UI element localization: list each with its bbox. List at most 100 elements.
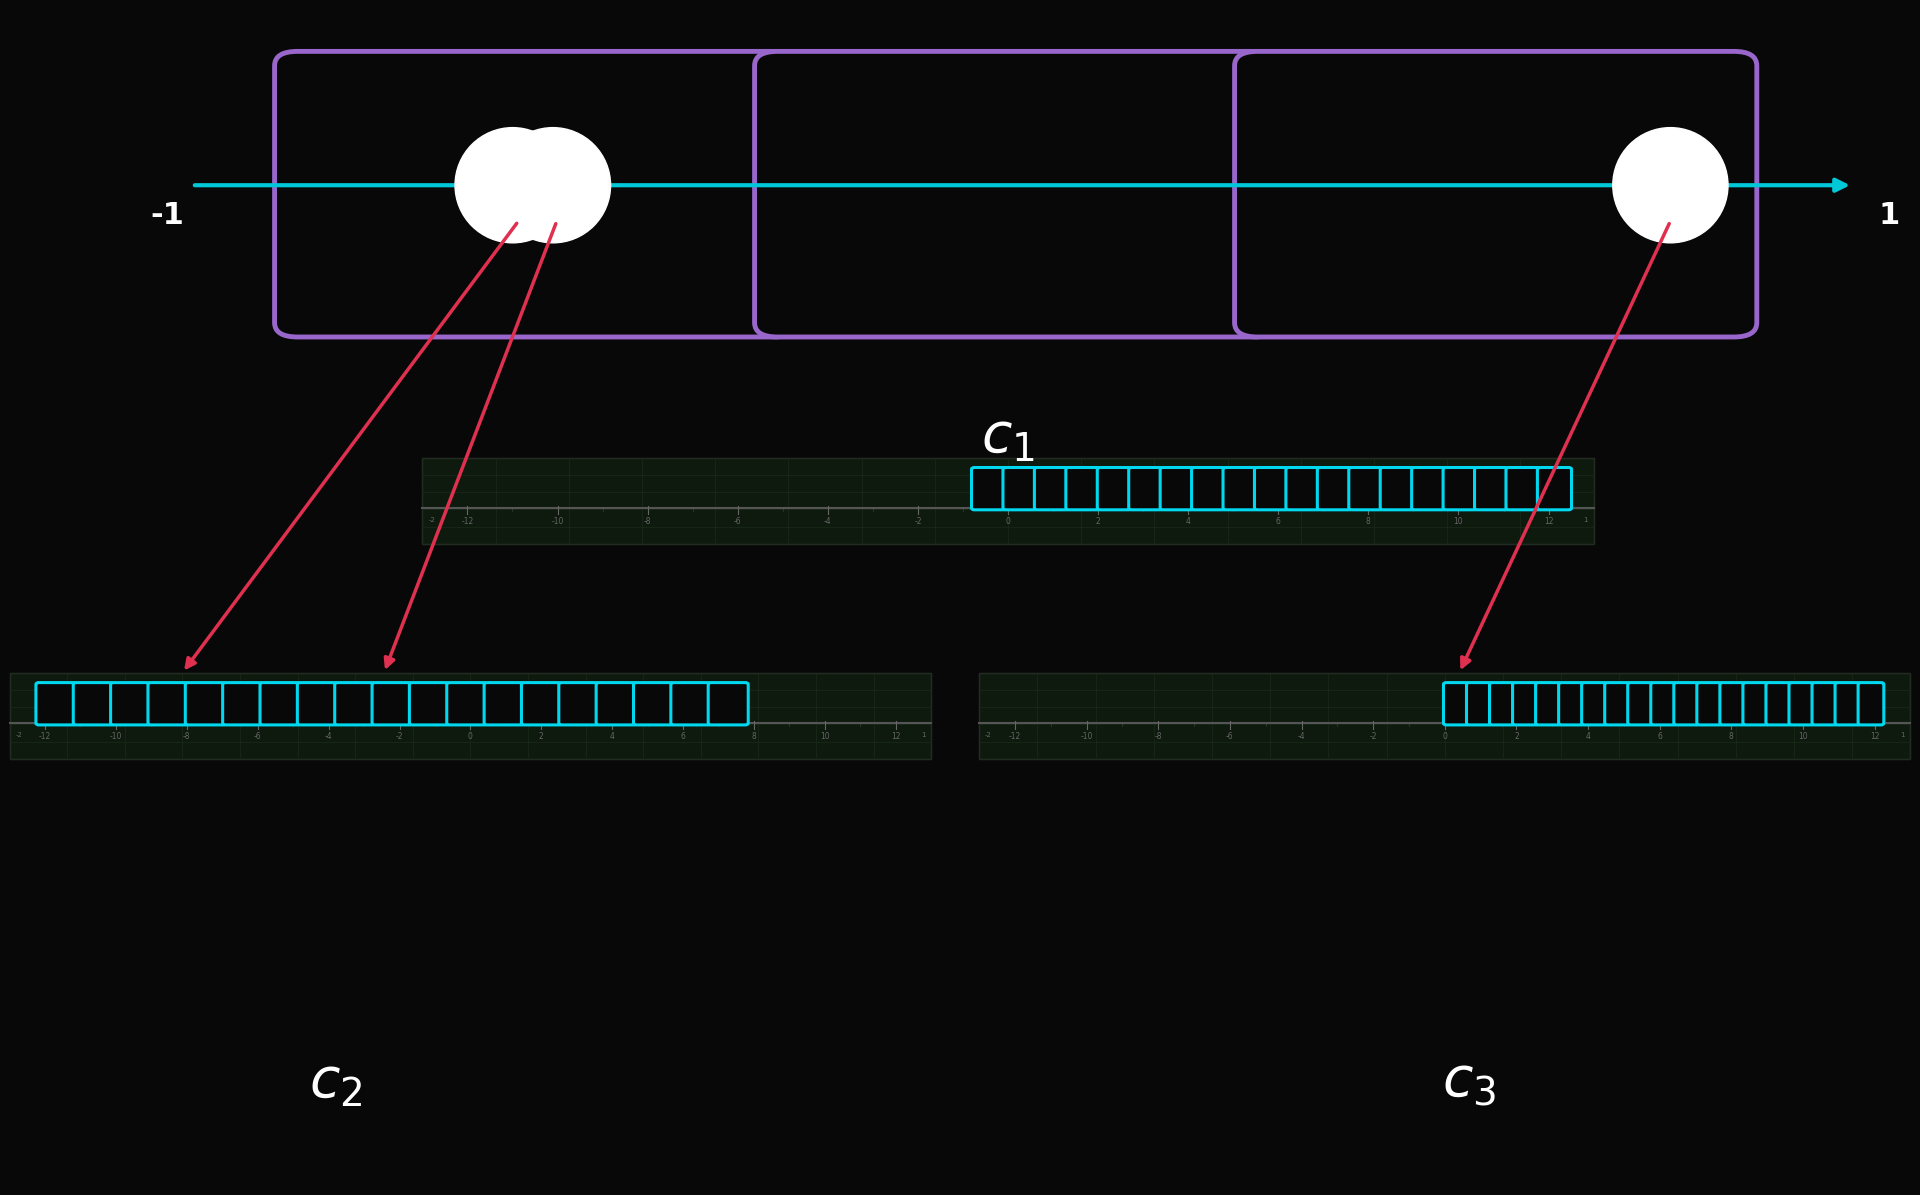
Text: 2: 2 [1515,733,1519,741]
FancyBboxPatch shape [1559,682,1584,725]
FancyBboxPatch shape [223,682,263,725]
FancyBboxPatch shape [670,682,710,725]
FancyBboxPatch shape [1035,467,1069,510]
FancyBboxPatch shape [1192,467,1225,510]
Text: -10: -10 [1081,733,1092,741]
FancyBboxPatch shape [1160,467,1194,510]
Text: -8: -8 [1154,733,1162,741]
FancyBboxPatch shape [334,682,374,725]
Text: 6: 6 [680,733,685,741]
Ellipse shape [1613,128,1728,243]
FancyBboxPatch shape [522,682,561,725]
FancyBboxPatch shape [1720,682,1745,725]
Text: 1: 1 [1878,201,1901,229]
FancyBboxPatch shape [73,682,113,725]
FancyBboxPatch shape [1812,682,1837,725]
Text: 0: 0 [1442,733,1448,741]
Text: $c_2$: $c_2$ [309,1054,363,1109]
FancyBboxPatch shape [259,682,300,725]
FancyBboxPatch shape [1628,682,1653,725]
FancyBboxPatch shape [1223,467,1258,510]
FancyBboxPatch shape [372,682,413,725]
FancyBboxPatch shape [1766,682,1791,725]
FancyBboxPatch shape [1096,467,1131,510]
FancyBboxPatch shape [422,458,1594,544]
Ellipse shape [455,128,570,243]
FancyBboxPatch shape [1836,682,1860,725]
Text: 12: 12 [891,733,900,741]
Text: 1: 1 [1584,517,1588,523]
Text: -2: -2 [15,733,23,739]
Text: 1: 1 [922,733,925,739]
Text: -4: -4 [324,733,332,741]
FancyBboxPatch shape [111,682,150,725]
Text: -2: -2 [914,517,922,526]
Text: 2: 2 [1096,517,1100,526]
Text: -2: -2 [396,733,403,741]
FancyBboxPatch shape [1317,467,1352,510]
Ellipse shape [495,128,611,243]
Text: 8: 8 [751,733,756,741]
Text: 8: 8 [1365,517,1371,526]
Text: 12: 12 [1544,517,1553,526]
Text: 12: 12 [1870,733,1880,741]
Text: 10: 10 [1799,733,1809,741]
FancyBboxPatch shape [1002,467,1037,510]
FancyBboxPatch shape [1674,682,1699,725]
FancyBboxPatch shape [36,682,77,725]
Text: -4: -4 [1298,733,1306,741]
Text: -2: -2 [428,517,436,523]
Text: 4: 4 [611,733,614,741]
Text: -6: -6 [733,517,741,526]
FancyBboxPatch shape [1235,51,1757,337]
Text: 10: 10 [820,733,829,741]
Text: -12: -12 [1008,733,1021,741]
FancyBboxPatch shape [1490,682,1515,725]
FancyBboxPatch shape [755,51,1277,337]
FancyBboxPatch shape [634,682,674,725]
Text: -12: -12 [461,517,474,526]
FancyBboxPatch shape [1743,682,1768,725]
FancyBboxPatch shape [1605,682,1630,725]
FancyBboxPatch shape [148,682,188,725]
Text: 0: 0 [1006,517,1010,526]
FancyBboxPatch shape [1444,467,1476,510]
Text: 4: 4 [1187,517,1190,526]
FancyBboxPatch shape [1582,682,1607,725]
FancyBboxPatch shape [1513,682,1538,725]
Text: -1: -1 [150,201,184,229]
FancyBboxPatch shape [1129,467,1164,510]
FancyBboxPatch shape [595,682,636,725]
Text: 4: 4 [1586,733,1590,741]
FancyBboxPatch shape [1697,682,1722,725]
Text: -10: -10 [109,733,123,741]
Text: 6: 6 [1275,517,1281,526]
Text: -12: -12 [38,733,52,741]
FancyBboxPatch shape [447,682,488,725]
Text: -8: -8 [182,733,190,741]
FancyBboxPatch shape [1505,467,1540,510]
Text: 0: 0 [468,733,472,741]
FancyBboxPatch shape [1254,467,1288,510]
FancyBboxPatch shape [1538,467,1571,510]
Text: $c_3$: $c_3$ [1442,1054,1496,1109]
FancyBboxPatch shape [972,467,1006,510]
FancyBboxPatch shape [1411,467,1446,510]
FancyBboxPatch shape [298,682,338,725]
Text: -2: -2 [985,733,993,739]
FancyBboxPatch shape [186,682,225,725]
FancyBboxPatch shape [979,673,1910,759]
Text: -6: -6 [253,733,261,741]
FancyBboxPatch shape [559,682,599,725]
FancyBboxPatch shape [708,682,749,725]
Text: 6: 6 [1657,733,1663,741]
FancyBboxPatch shape [1286,467,1321,510]
Text: 10: 10 [1453,517,1463,526]
FancyBboxPatch shape [1651,682,1676,725]
FancyBboxPatch shape [1444,682,1469,725]
Text: -2: -2 [1369,733,1377,741]
Text: 1: 1 [1901,733,1905,739]
FancyBboxPatch shape [1348,467,1382,510]
FancyBboxPatch shape [10,673,931,759]
Text: $c_1$: $c_1$ [981,409,1035,464]
